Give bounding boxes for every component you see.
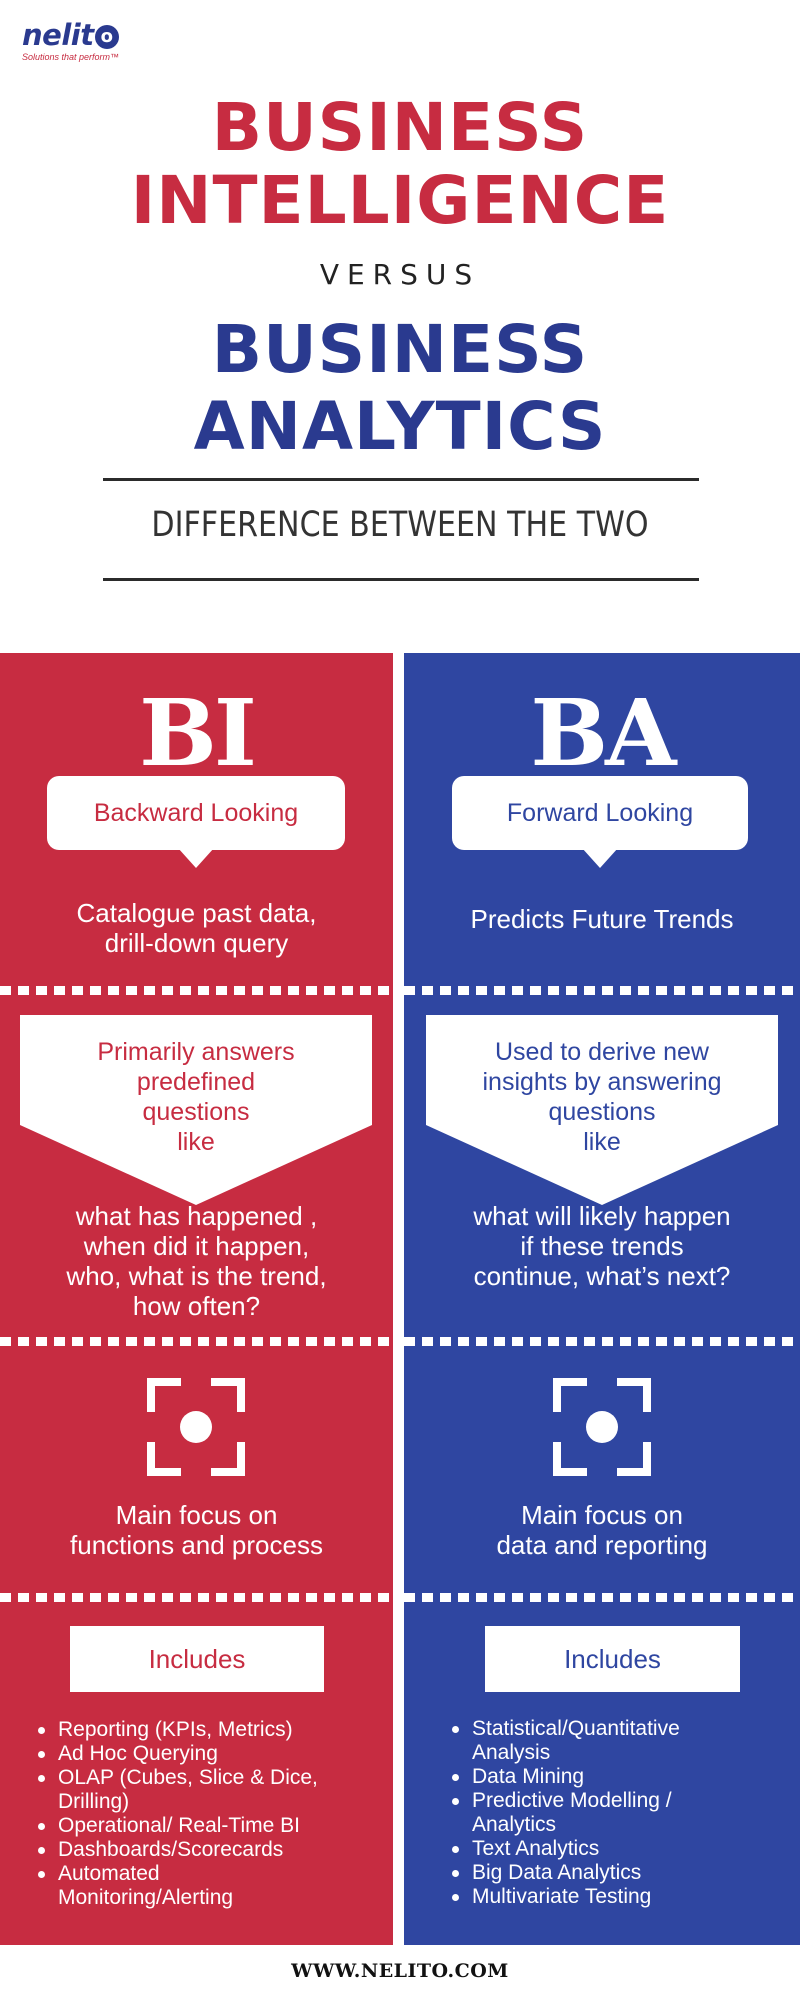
list-item: Statistical/Quantitative Analysis xyxy=(452,1717,790,1765)
top-divider xyxy=(103,478,699,481)
list-item: Automated Monitoring/Alerting xyxy=(38,1862,383,1910)
ba-description: Predicts Future Trends xyxy=(470,904,734,934)
focus-icon xyxy=(553,1378,651,1476)
bi-arrow-text: Primarily answers predefined questions l… xyxy=(97,1038,295,1156)
bi-backward-looking-bubble: Backward Looking xyxy=(47,776,345,868)
ba-panel: BA Forward Looking Predicts Future Trend… xyxy=(404,653,800,1945)
ba-forward-looking-bubble: Forward Looking xyxy=(452,776,748,868)
list-item: Data Mining xyxy=(452,1765,790,1789)
nelito-logo: nelit o Solutions that perform™ xyxy=(22,20,119,62)
ba-includes-box: Includes xyxy=(485,1626,740,1692)
list-item: Text Analytics xyxy=(452,1837,790,1861)
ba-arrow-banner: Used to derive new insights by answering… xyxy=(426,1015,778,1205)
logo-plus-icon: o xyxy=(94,25,119,49)
list-item: Reporting (KPIs, Metrics) xyxy=(38,1718,383,1742)
footer-website-link[interactable]: WWW.NELITO.COM xyxy=(291,1960,509,1982)
bi-description: Catalogue past data, drill-down query xyxy=(76,898,317,958)
logo-tagline: Solutions that perform™ xyxy=(22,52,120,62)
logo-wordmark: nelit o xyxy=(22,20,119,50)
bi-panel: BI Backward Looking Catalogue past data,… xyxy=(0,653,393,1945)
arrow-shape xyxy=(20,1015,372,1205)
dotted-divider xyxy=(0,1337,393,1346)
bi-includes-list: Reporting (KPIs, Metrics) Ad Hoc Queryin… xyxy=(0,1718,383,1910)
focus-icon xyxy=(147,1378,245,1476)
dotted-divider xyxy=(404,1337,800,1346)
bi-questions: what has happened , when did it happen, … xyxy=(66,1201,327,1321)
dotted-divider xyxy=(404,986,800,995)
list-item: Multivariate Testing xyxy=(452,1885,790,1909)
page-subtitle: DIFFERENCE BETWEEN THE TWO xyxy=(151,505,649,545)
headline-business-2: BUSINESS xyxy=(211,311,589,388)
ba-title: BA xyxy=(530,679,676,787)
headline-business-1: BUSINESS xyxy=(211,89,589,166)
list-item: OLAP (Cubes, Slice & Dice, Drilling) xyxy=(38,1766,383,1814)
dotted-divider xyxy=(0,986,393,995)
list-item: Dashboards/Scorecards xyxy=(38,1838,383,1862)
dotted-divider xyxy=(404,1593,800,1602)
ba-includes-list: Statistical/Quantitative Analysis Data Mi… xyxy=(414,1717,790,1909)
headline-intelligence: INTELLIGENCE xyxy=(130,162,670,239)
list-item: Operational/ Real-Time BI xyxy=(38,1814,383,1838)
arrow-shape xyxy=(426,1015,778,1205)
bi-title: BI xyxy=(139,679,257,787)
ba-questions: what will likely happen if these trends … xyxy=(473,1201,731,1291)
list-item: Predictive Modelling / Analytics xyxy=(452,1789,790,1837)
list-item: Ad Hoc Querying xyxy=(38,1742,383,1766)
bi-main-focus: Main focus on functions and process xyxy=(70,1500,323,1560)
bi-includes-box: Includes xyxy=(70,1626,324,1692)
versus-label: VERSUS xyxy=(319,258,481,291)
dotted-divider xyxy=(0,1593,393,1602)
bottom-divider xyxy=(103,578,699,581)
ba-main-focus: Main focus on data and reporting xyxy=(496,1500,708,1560)
bi-arrow-banner: Primarily answers predefined questions l… xyxy=(20,1015,372,1205)
list-item: Big Data Analytics xyxy=(452,1861,790,1885)
ba-arrow-text: Used to derive new insights by answering… xyxy=(482,1038,722,1156)
headline-analytics: ANALYTICS xyxy=(193,388,607,465)
